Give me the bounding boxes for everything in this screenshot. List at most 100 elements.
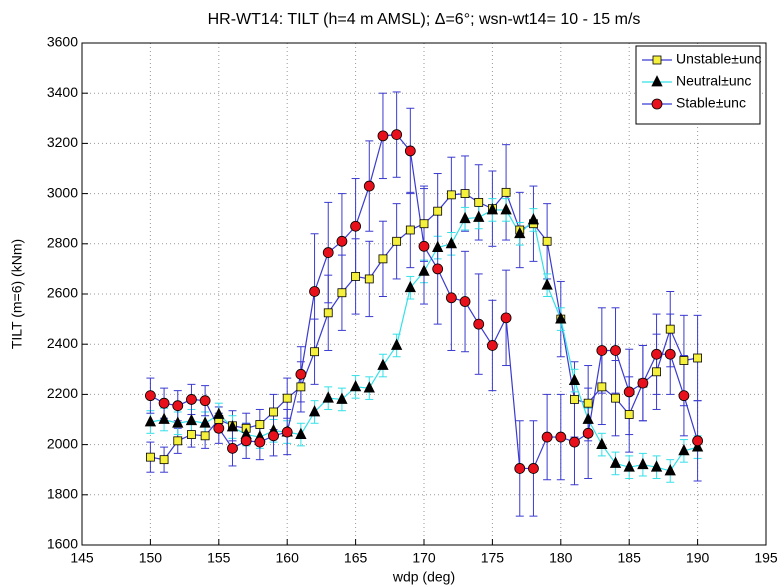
marker: [570, 395, 579, 404]
marker: [446, 190, 456, 200]
x-tick-label: 150: [139, 550, 163, 566]
marker: [542, 236, 552, 246]
legend-label: Unstable±unc: [676, 51, 762, 67]
x-tick-label: 170: [412, 550, 436, 566]
marker: [624, 410, 634, 419]
x-tick-label: 160: [276, 550, 300, 566]
marker: [473, 210, 485, 222]
marker: [528, 463, 539, 474]
marker: [609, 456, 622, 468]
marker: [473, 318, 485, 330]
marker: [336, 235, 348, 247]
marker: [555, 312, 567, 324]
legend-label: Neutral±unc: [676, 73, 751, 89]
marker: [486, 340, 498, 351]
marker: [172, 416, 184, 428]
marker: [693, 353, 702, 363]
marker: [527, 213, 540, 225]
marker: [308, 405, 321, 417]
marker: [295, 368, 307, 380]
marker: [678, 390, 690, 402]
marker: [349, 379, 362, 392]
marker: [664, 348, 676, 360]
marker: [378, 254, 388, 264]
marker: [652, 55, 662, 65]
marker: [432, 240, 444, 252]
marker: [445, 292, 457, 304]
y-tick-label: 2800: [47, 235, 78, 251]
y-tick-label: 3400: [47, 84, 78, 100]
marker: [514, 226, 526, 239]
x-tick-label: 190: [686, 550, 710, 566]
marker: [226, 420, 239, 432]
marker: [351, 272, 361, 281]
marker: [309, 286, 320, 297]
marker: [418, 264, 430, 276]
chart-title: HR-WT14: TILT (h=4 m AMSL); Δ=6°; wsn-wt…: [208, 11, 641, 28]
marker: [459, 296, 471, 307]
marker: [418, 240, 430, 252]
marker: [350, 220, 362, 232]
marker: [322, 391, 334, 403]
plot-frame: [81, 42, 767, 546]
marker: [637, 377, 649, 389]
x-axis-label: wdp (deg): [392, 569, 455, 585]
marker: [597, 382, 607, 392]
marker: [419, 219, 429, 229]
marker: [199, 395, 211, 407]
marker: [692, 435, 703, 447]
marker: [336, 392, 348, 404]
marker: [172, 400, 184, 412]
marker: [240, 435, 252, 447]
marker: [377, 358, 389, 370]
marker: [433, 206, 443, 216]
marker: [322, 247, 334, 258]
marker: [582, 412, 594, 424]
y-tick-label: 2200: [47, 385, 78, 401]
marker: [323, 308, 333, 318]
x-tick-label: 185: [618, 550, 642, 566]
marker: [158, 412, 170, 424]
marker: [392, 236, 402, 246]
marker: [596, 437, 608, 450]
marker: [500, 203, 512, 215]
marker: [404, 280, 416, 293]
y-tick-label: 2400: [47, 335, 78, 351]
marker: [363, 381, 375, 393]
marker: [637, 457, 649, 470]
x-tick-label: 155: [207, 550, 231, 566]
marker: [159, 455, 169, 465]
marker: [665, 324, 675, 334]
marker: [623, 460, 635, 472]
marker: [391, 129, 403, 141]
marker: [200, 431, 210, 441]
legend-label: Stable±unc: [676, 95, 746, 111]
x-tick-label: 175: [481, 550, 505, 566]
marker: [651, 75, 663, 87]
marker: [199, 416, 211, 428]
marker: [145, 452, 155, 462]
marker: [144, 390, 156, 402]
marker: [651, 98, 663, 110]
marker: [623, 386, 635, 398]
marker: [213, 407, 225, 419]
marker: [678, 443, 690, 456]
marker: [664, 464, 676, 476]
y-tick-label: 3200: [47, 134, 78, 150]
marker: [364, 274, 374, 284]
marker: [486, 203, 499, 215]
marker: [269, 407, 278, 417]
x-tick-label: 180: [549, 550, 573, 566]
marker: [173, 436, 183, 446]
marker: [610, 345, 621, 356]
marker: [445, 236, 458, 249]
x-tick-label: 165: [344, 550, 368, 566]
marker: [310, 347, 319, 357]
y-tick-label: 2600: [47, 285, 78, 301]
marker: [268, 430, 279, 442]
y-tick-label: 3000: [47, 184, 78, 200]
marker: [432, 263, 444, 275]
marker: [650, 460, 663, 472]
marker: [541, 278, 553, 290]
